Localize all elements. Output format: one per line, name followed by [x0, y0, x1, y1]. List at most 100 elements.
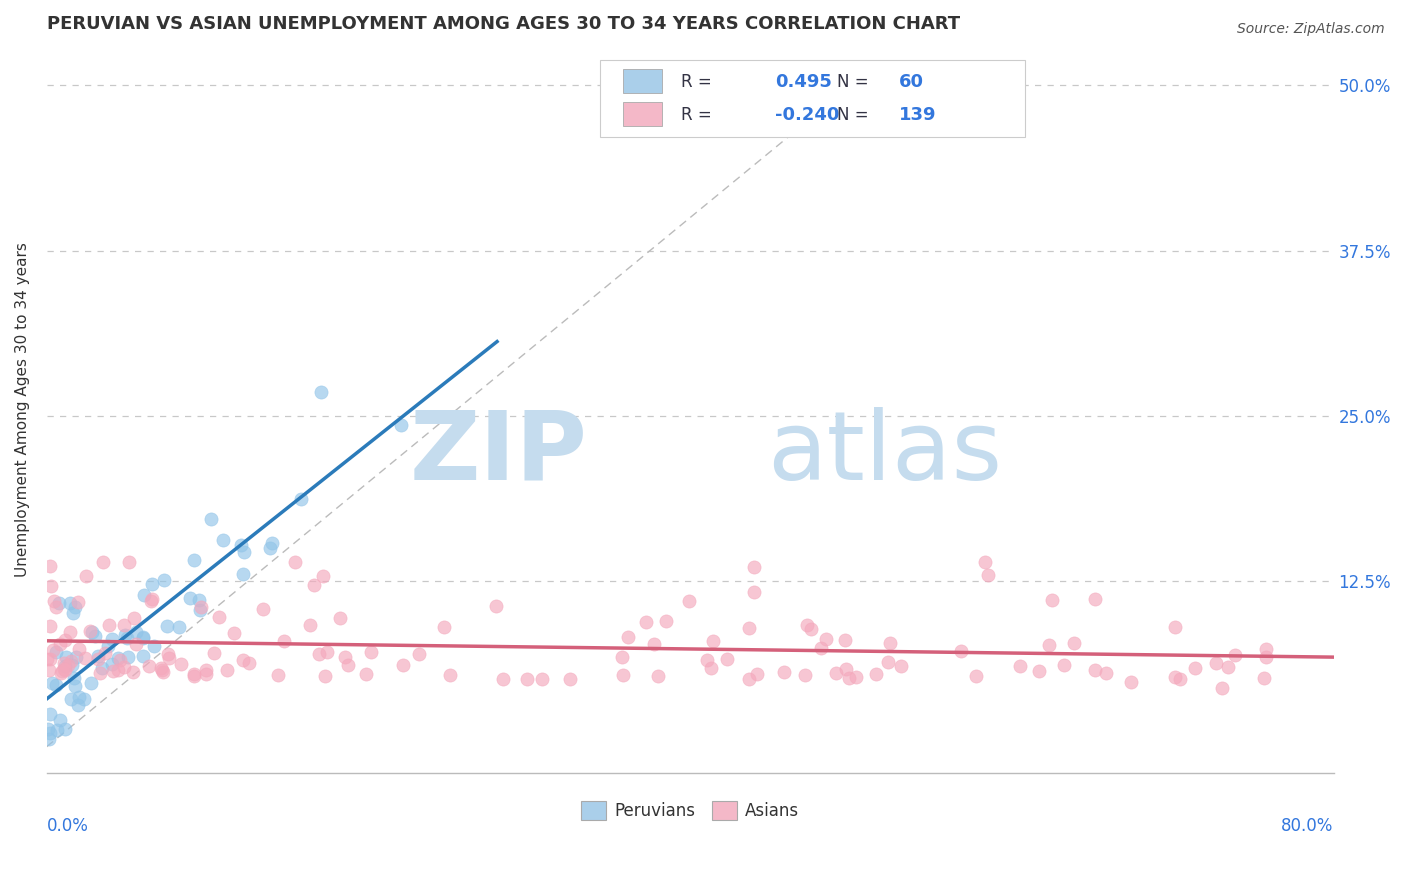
- Point: [973, 555, 995, 569]
- Point: [333, 649, 356, 664]
- Point: [492, 673, 515, 687]
- Point: [117, 632, 139, 646]
- Point: [742, 585, 765, 599]
- Point: [1216, 660, 1239, 674]
- Point: [46, 723, 69, 738]
- Point: [55, 659, 77, 673]
- Point: [1164, 620, 1187, 634]
- Point: [738, 621, 761, 635]
- Text: -0.240: -0.240: [775, 106, 839, 124]
- Point: [62, 671, 84, 685]
- Point: [51, 664, 73, 678]
- Point: [38, 731, 60, 746]
- Point: [167, 620, 190, 634]
- Point: [560, 672, 582, 686]
- Point: [1205, 656, 1227, 670]
- Point: [485, 599, 508, 613]
- Point: [643, 637, 665, 651]
- Text: 139: 139: [898, 106, 936, 124]
- Point: [1040, 592, 1063, 607]
- Point: [91, 661, 114, 675]
- Point: [647, 669, 669, 683]
- Point: [1010, 659, 1032, 673]
- Point: [329, 611, 352, 625]
- Point: [55, 649, 77, 664]
- Point: [838, 671, 860, 685]
- Point: [190, 599, 212, 614]
- Point: [101, 664, 124, 678]
- Point: [389, 417, 412, 432]
- Point: [202, 646, 225, 660]
- Text: 80.0%: 80.0%: [1281, 817, 1333, 835]
- Point: [117, 650, 139, 665]
- Point: [87, 648, 110, 663]
- Point: [89, 665, 111, 680]
- Point: [114, 628, 136, 642]
- Point: [1053, 658, 1076, 673]
- Text: R =: R =: [681, 72, 711, 91]
- Point: [1095, 666, 1118, 681]
- Point: [48, 596, 70, 610]
- Point: [879, 636, 901, 650]
- Point: [122, 611, 145, 625]
- Point: [107, 651, 129, 665]
- Point: [267, 668, 290, 682]
- Point: [49, 713, 72, 727]
- Bar: [600, 61, 1025, 136]
- Point: [1168, 672, 1191, 686]
- Point: [311, 569, 333, 583]
- Point: [516, 672, 538, 686]
- Point: [45, 677, 67, 691]
- Point: [800, 622, 823, 636]
- Point: [39, 559, 62, 574]
- Point: [1164, 670, 1187, 684]
- Point: [97, 618, 120, 632]
- Point: [337, 658, 360, 673]
- Point: [53, 633, 76, 648]
- Point: [232, 545, 254, 559]
- Point: [1028, 665, 1050, 679]
- Point: [67, 690, 90, 705]
- Point: [91, 555, 114, 569]
- Point: [149, 661, 172, 675]
- Point: [66, 698, 89, 712]
- Point: [965, 668, 987, 682]
- Point: [63, 600, 86, 615]
- Point: [408, 647, 430, 661]
- Point: [636, 615, 658, 630]
- Text: 60: 60: [898, 72, 924, 91]
- Point: [273, 633, 295, 648]
- Point: [38, 707, 60, 722]
- Point: [314, 669, 336, 683]
- Point: [200, 512, 222, 526]
- Point: [890, 659, 912, 673]
- Point: [59, 692, 82, 706]
- Point: [1223, 648, 1246, 662]
- Point: [1256, 642, 1278, 657]
- Point: [212, 533, 235, 547]
- Point: [392, 658, 415, 673]
- Point: [156, 619, 179, 633]
- Point: [37, 652, 59, 666]
- Point: [38, 726, 60, 740]
- Point: [138, 659, 160, 673]
- Point: [170, 657, 193, 671]
- Point: [59, 596, 82, 610]
- Point: [75, 569, 97, 583]
- Point: [1184, 661, 1206, 675]
- Point: [1084, 592, 1107, 607]
- Point: [143, 639, 166, 653]
- Point: [215, 664, 238, 678]
- Point: [224, 625, 246, 640]
- Point: [1253, 671, 1275, 685]
- Point: [360, 645, 382, 659]
- Point: [153, 573, 176, 587]
- Text: N =: N =: [837, 72, 869, 91]
- Text: PERUVIAN VS ASIAN UNEMPLOYMENT AMONG AGES 30 TO 34 YEARS CORRELATION CHART: PERUVIAN VS ASIAN UNEMPLOYMENT AMONG AGE…: [46, 15, 960, 33]
- Point: [700, 661, 723, 675]
- Point: [38, 663, 60, 677]
- Point: [44, 593, 66, 607]
- Point: [194, 667, 217, 681]
- Point: [65, 650, 87, 665]
- Point: [252, 601, 274, 615]
